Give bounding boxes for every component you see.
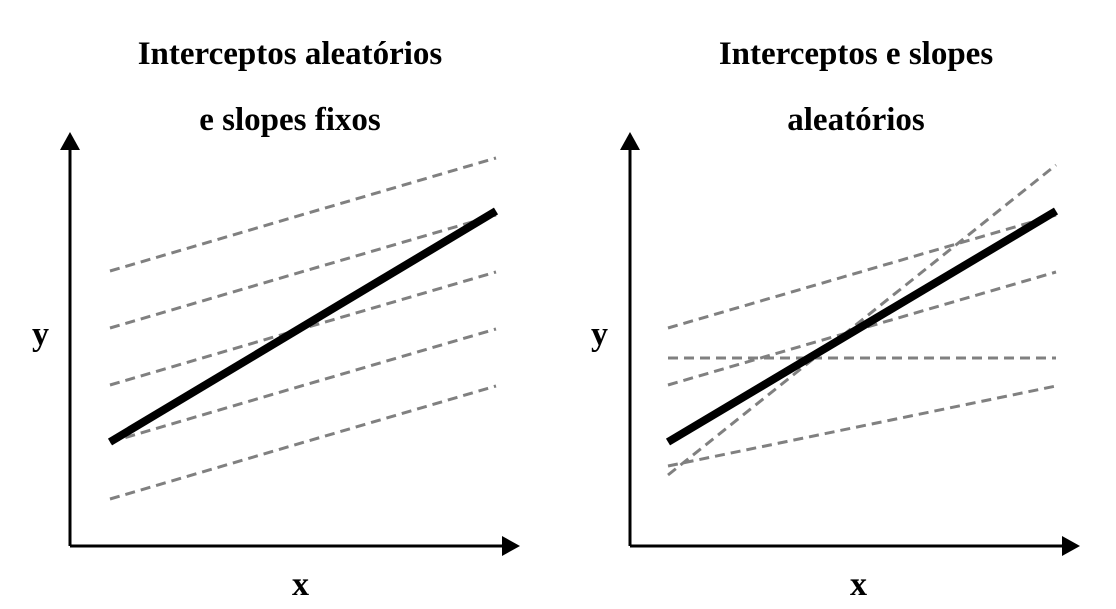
right-panel-title-line-2: aleatórios xyxy=(787,102,925,138)
right-random-line-4 xyxy=(667,384,1057,468)
left-x-axis-arrowhead xyxy=(502,536,520,556)
left-random-line-2 xyxy=(109,213,497,330)
left-random-line-4 xyxy=(109,327,497,444)
right-panel xyxy=(620,132,1080,556)
left-y-axis-label: y xyxy=(32,316,49,353)
right-random-lines xyxy=(667,163,1057,477)
left-panel xyxy=(60,132,520,556)
right-y-axis-arrowhead xyxy=(620,132,640,150)
right-panel-title-line-1: Interceptos e slopes xyxy=(718,36,994,72)
right-random-line-1 xyxy=(667,213,1057,330)
left-random-line-1 xyxy=(109,156,497,273)
left-panel-title-line-2: e slopes fixos xyxy=(199,102,381,138)
right-y-axis-label: y xyxy=(591,316,608,353)
left-fixed-effect-line xyxy=(107,207,499,446)
left-y-axis-arrowhead xyxy=(60,132,80,150)
left-panel-title-line-1: Interceptos aleatórios xyxy=(137,36,443,72)
right-random-line-5 xyxy=(667,163,1057,477)
right-random-line-2 xyxy=(667,270,1057,387)
right-fixed-effect-line xyxy=(665,207,1059,446)
left-random-line-5 xyxy=(109,384,497,501)
right-x-axis-arrowhead xyxy=(1062,536,1080,556)
right-x-axis-label: x xyxy=(850,566,867,603)
left-x-axis-label: x xyxy=(292,566,309,603)
